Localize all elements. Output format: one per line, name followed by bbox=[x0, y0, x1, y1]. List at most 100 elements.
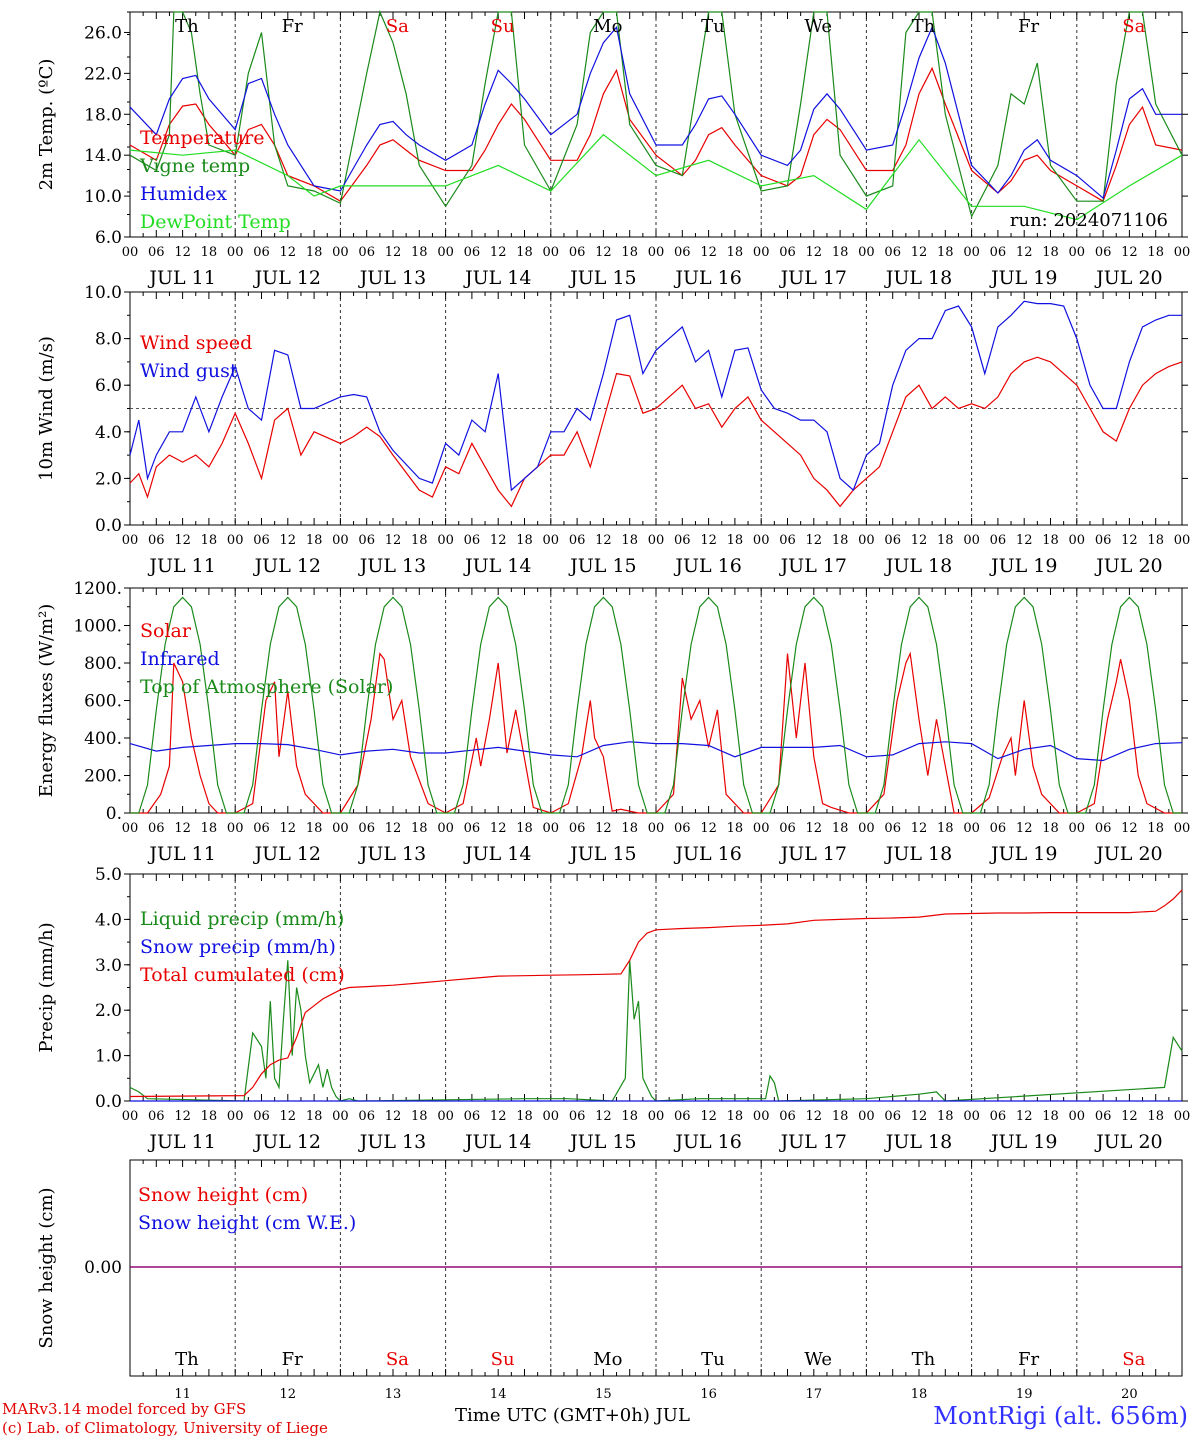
hour-label: 00 bbox=[332, 533, 349, 548]
date-label: JUL 20 bbox=[1094, 843, 1162, 865]
hour-label: 06 bbox=[464, 245, 481, 260]
hour-label: 06 bbox=[990, 1109, 1007, 1124]
date-label: JUL 12 bbox=[253, 267, 321, 289]
legend-snow-height-cm-: Snow height (cm) bbox=[138, 1184, 308, 1206]
hour-label: 12 bbox=[385, 533, 402, 548]
hour-label: 00 bbox=[122, 245, 139, 260]
y-tick-label: 2.0 bbox=[95, 1001, 122, 1021]
hour-label: 12 bbox=[385, 1109, 402, 1124]
y-tick-label: 4.0 bbox=[95, 910, 122, 930]
hour-label: 00 bbox=[753, 1109, 770, 1124]
day-number-label: 12 bbox=[280, 1387, 297, 1402]
hour-label: 12 bbox=[385, 821, 402, 836]
hour-label: 06 bbox=[1095, 533, 1112, 548]
weekday-label-bottom: Fr bbox=[282, 1349, 303, 1370]
date-label: JUL 15 bbox=[568, 1131, 636, 1153]
hour-label: 18 bbox=[411, 1109, 428, 1124]
hour-label: 18 bbox=[411, 821, 428, 836]
date-label: JUL 17 bbox=[779, 267, 847, 289]
hour-label: 18 bbox=[621, 1109, 638, 1124]
hour-label: 12 bbox=[1016, 821, 1033, 836]
series-line-wind-speed bbox=[129, 356, 1183, 508]
y-tick-label: 6.0 bbox=[95, 228, 122, 248]
hour-label: 12 bbox=[911, 533, 928, 548]
date-label: JUL 12 bbox=[253, 1131, 321, 1153]
date-label: JUL 15 bbox=[568, 267, 636, 289]
y-axis-label: Precip (mm/h) bbox=[36, 922, 57, 1052]
hour-label: 18 bbox=[516, 245, 533, 260]
panel-3 bbox=[124, 587, 1188, 814]
date-label: JUL 15 bbox=[568, 843, 636, 865]
hour-label: 00 bbox=[1174, 1109, 1191, 1124]
date-label: JUL 16 bbox=[673, 1131, 741, 1153]
hour-label: 00 bbox=[648, 533, 665, 548]
series-line-wind-gust bbox=[129, 300, 1182, 492]
hour-label: 06 bbox=[148, 533, 165, 548]
panel-4 bbox=[124, 873, 1188, 1102]
weekday-label-top: Th bbox=[175, 16, 199, 37]
hour-label: 06 bbox=[779, 821, 796, 836]
hour-label: 06 bbox=[358, 533, 375, 548]
hour-label: 00 bbox=[648, 245, 665, 260]
hour-label: 00 bbox=[1174, 821, 1191, 836]
time-axis-label: Time UTC (GMT+0h) JUL bbox=[455, 1405, 690, 1426]
hour-label: 12 bbox=[490, 1109, 507, 1124]
hour-label: 12 bbox=[700, 821, 717, 836]
hour-label: 06 bbox=[358, 245, 375, 260]
hour-label: 00 bbox=[437, 245, 454, 260]
hour-label: 18 bbox=[516, 821, 533, 836]
hour-label: 06 bbox=[253, 533, 270, 548]
hour-label: 18 bbox=[621, 245, 638, 260]
legend-humidex: Humidex bbox=[140, 183, 227, 205]
y-tick-label: 0.0 bbox=[95, 1092, 122, 1112]
date-label: JUL 11 bbox=[147, 1131, 215, 1153]
date-label: JUL 20 bbox=[1094, 1131, 1162, 1153]
hour-label: 12 bbox=[595, 533, 612, 548]
hour-label: 18 bbox=[937, 1109, 954, 1124]
hour-label: 06 bbox=[253, 821, 270, 836]
y-tick-label: 4.0 bbox=[95, 423, 122, 443]
hour-label: 00 bbox=[858, 533, 875, 548]
y-tick-label: 1.0 bbox=[95, 1047, 122, 1067]
hour-label: 06 bbox=[674, 821, 691, 836]
hour-label: 00 bbox=[1069, 245, 1086, 260]
hour-label: 00 bbox=[1174, 245, 1191, 260]
hour-label: 12 bbox=[174, 1109, 191, 1124]
hour-label: 18 bbox=[727, 533, 744, 548]
y-tick-label: 800. bbox=[84, 654, 122, 674]
hour-label: 06 bbox=[358, 821, 375, 836]
day-number-label: 13 bbox=[385, 1387, 402, 1402]
hour-label: 18 bbox=[411, 533, 428, 548]
date-label: JUL 16 bbox=[673, 843, 741, 865]
date-label: JUL 11 bbox=[147, 843, 215, 865]
series-line-liquid-precip-mm-h- bbox=[129, 960, 1183, 1102]
hour-label: 00 bbox=[227, 245, 244, 260]
hour-label: 06 bbox=[674, 245, 691, 260]
hour-label: 12 bbox=[174, 245, 191, 260]
date-label: JUL 17 bbox=[779, 555, 847, 577]
hour-label: 06 bbox=[990, 821, 1007, 836]
station-title: MontRigi (alt. 656m) bbox=[933, 1402, 1188, 1430]
hour-label: 06 bbox=[148, 821, 165, 836]
date-label: JUL 13 bbox=[358, 555, 426, 577]
hour-label: 18 bbox=[1042, 533, 1059, 548]
hour-label: 12 bbox=[806, 821, 823, 836]
hour-label: 18 bbox=[411, 245, 428, 260]
hour-label: 00 bbox=[437, 821, 454, 836]
hour-label: 12 bbox=[1016, 1109, 1033, 1124]
hour-label: 12 bbox=[174, 821, 191, 836]
hour-label: 00 bbox=[227, 821, 244, 836]
day-number-label: 15 bbox=[595, 1387, 612, 1402]
date-label: JUL 17 bbox=[779, 843, 847, 865]
hour-label: 06 bbox=[569, 821, 586, 836]
hour-label: 18 bbox=[516, 1109, 533, 1124]
weekday-label-top: Su bbox=[491, 16, 515, 37]
weekday-label-top: Th bbox=[912, 16, 936, 37]
hour-label: 18 bbox=[727, 821, 744, 836]
date-label: JUL 19 bbox=[989, 1131, 1057, 1153]
hour-label: 00 bbox=[753, 533, 770, 548]
series-line-infrared bbox=[129, 741, 1183, 762]
date-label: JUL 12 bbox=[253, 843, 321, 865]
hour-label: 12 bbox=[280, 1109, 297, 1124]
